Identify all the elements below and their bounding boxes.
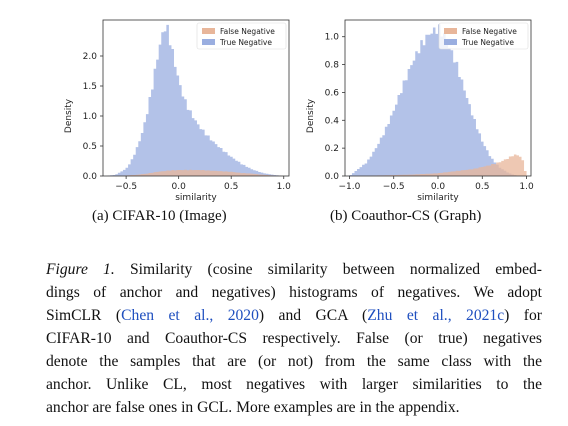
series-false-negative bbox=[349, 154, 527, 176]
y-tick-label: 0.5 bbox=[83, 142, 97, 152]
x-axis-label: similarity bbox=[417, 193, 459, 203]
y-tick-label: 0.8 bbox=[325, 61, 340, 71]
caption-text: anchor. Unlike CL, most negatives with l… bbox=[46, 376, 542, 393]
legend-label: True Negative bbox=[461, 38, 514, 47]
x-tick-label: −0.5 bbox=[383, 182, 405, 192]
coauthor-cs-histogram: 0.0 0.2 0.4 0.6 0.8 1.0 −1.0 −0.5 0.0 0.5 1.0 simil… bbox=[306, 19, 534, 203]
caption-text: dings of anchor and negatives) histogram… bbox=[46, 284, 542, 301]
caption-line: SimCLR (Chen et al., 2020) and GCA (Zhu … bbox=[46, 304, 542, 327]
caption-text: CIFAR-10 and Coauthor-CS respectively. F… bbox=[46, 330, 542, 347]
subcaption-a: (a) CIFAR-10 (Image) bbox=[92, 208, 227, 224]
legend-box bbox=[196, 22, 287, 50]
legend-swatch bbox=[444, 39, 457, 45]
caption-text: denote the samples that are (or not) fro… bbox=[46, 353, 542, 370]
subcaption-b: (b) Coauthor-CS (Graph) bbox=[330, 208, 482, 224]
x-tick-label: 0.0 bbox=[171, 182, 186, 192]
legend: False Negative True Negative bbox=[196, 22, 287, 50]
caption-line: CIFAR-10 and Coauthor-CS respectively. F… bbox=[46, 327, 542, 350]
legend-swatch bbox=[444, 28, 457, 34]
histogram-area bbox=[105, 24, 284, 176]
y-tick-label: 0.6 bbox=[325, 88, 340, 98]
caption-text: ) and GCA ( bbox=[258, 307, 368, 324]
legend-label: False Negative bbox=[220, 27, 275, 36]
legend-label: False Negative bbox=[462, 27, 517, 36]
y-tick-label: 2.0 bbox=[83, 52, 98, 62]
legend-label: True Negative bbox=[219, 38, 272, 47]
legend: False Negative True Negative bbox=[438, 22, 529, 50]
histogram-area bbox=[105, 169, 284, 176]
caption-line: anchor. Unlike CL, most negatives with l… bbox=[46, 373, 542, 396]
chart-cifar10: 0.0 0.5 1.0 1.5 2.0 −0.5 0.0 0.5 1.0 similarity De… bbox=[58, 16, 298, 203]
caption-text: ) for bbox=[504, 307, 542, 324]
y-axis-label: Density bbox=[64, 98, 74, 133]
caption-line: Figure 1. Similarity (cosine similarity … bbox=[46, 258, 542, 281]
legend-swatch bbox=[202, 28, 215, 34]
figure-caption: Figure 1. Similarity (cosine similarity … bbox=[46, 258, 542, 419]
series-true-negative bbox=[105, 24, 284, 176]
caption-text: anchor are false ones in GCL. More examp… bbox=[46, 399, 460, 416]
x-axis-label: similarity bbox=[175, 193, 217, 203]
caption-line: dings of anchor and negatives) histogram… bbox=[46, 281, 542, 304]
cifar10-histogram: 0.0 0.5 1.0 1.5 2.0 −0.5 0.0 0.5 1.0 similarity De… bbox=[64, 19, 292, 203]
chart-coauthor-cs: 0.0 0.2 0.4 0.6 0.8 1.0 −1.0 −0.5 0.0 0.5 1.0 simil… bbox=[300, 16, 540, 203]
histogram-area bbox=[349, 24, 527, 176]
y-tick-label: 0.0 bbox=[83, 172, 98, 182]
y-tick-label: 0.4 bbox=[325, 116, 340, 126]
x-tick-label: 1.0 bbox=[519, 182, 534, 192]
y-tick-label: 0.2 bbox=[325, 144, 339, 154]
citation-link[interactable]: Zhu et al., 2021c bbox=[367, 307, 505, 324]
legend-swatch bbox=[202, 39, 215, 45]
y-tick-label: 1.0 bbox=[325, 33, 340, 43]
y-tick-label: 0.0 bbox=[325, 172, 340, 182]
legend-box bbox=[438, 22, 529, 50]
caption-text: Similarity (cosine similarity between no… bbox=[114, 261, 542, 278]
figure-label: Figure 1. bbox=[46, 261, 115, 278]
caption-line: anchor are false ones in GCL. More examp… bbox=[46, 396, 542, 419]
y-axis-label: Density bbox=[306, 98, 316, 133]
citation-link[interactable]: Chen et al., 2020 bbox=[121, 307, 259, 324]
x-tick-label: −1.0 bbox=[338, 182, 360, 192]
axes-frame bbox=[102, 19, 290, 177]
x-tick-label: 0.0 bbox=[431, 182, 446, 192]
series-false-negative bbox=[105, 169, 284, 176]
series-true-negative bbox=[349, 24, 527, 176]
y-tick-label: 1.0 bbox=[83, 112, 98, 122]
caption-line: denote the samples that are (or not) fro… bbox=[46, 350, 542, 373]
caption-text: SimCLR ( bbox=[46, 307, 122, 324]
x-tick-label: −0.5 bbox=[115, 182, 137, 192]
histogram-area bbox=[349, 154, 527, 176]
x-tick-label: 1.0 bbox=[277, 182, 292, 192]
x-tick-label: 0.5 bbox=[224, 182, 238, 192]
x-tick-label: 0.5 bbox=[475, 182, 489, 192]
y-tick-label: 1.5 bbox=[83, 82, 97, 92]
